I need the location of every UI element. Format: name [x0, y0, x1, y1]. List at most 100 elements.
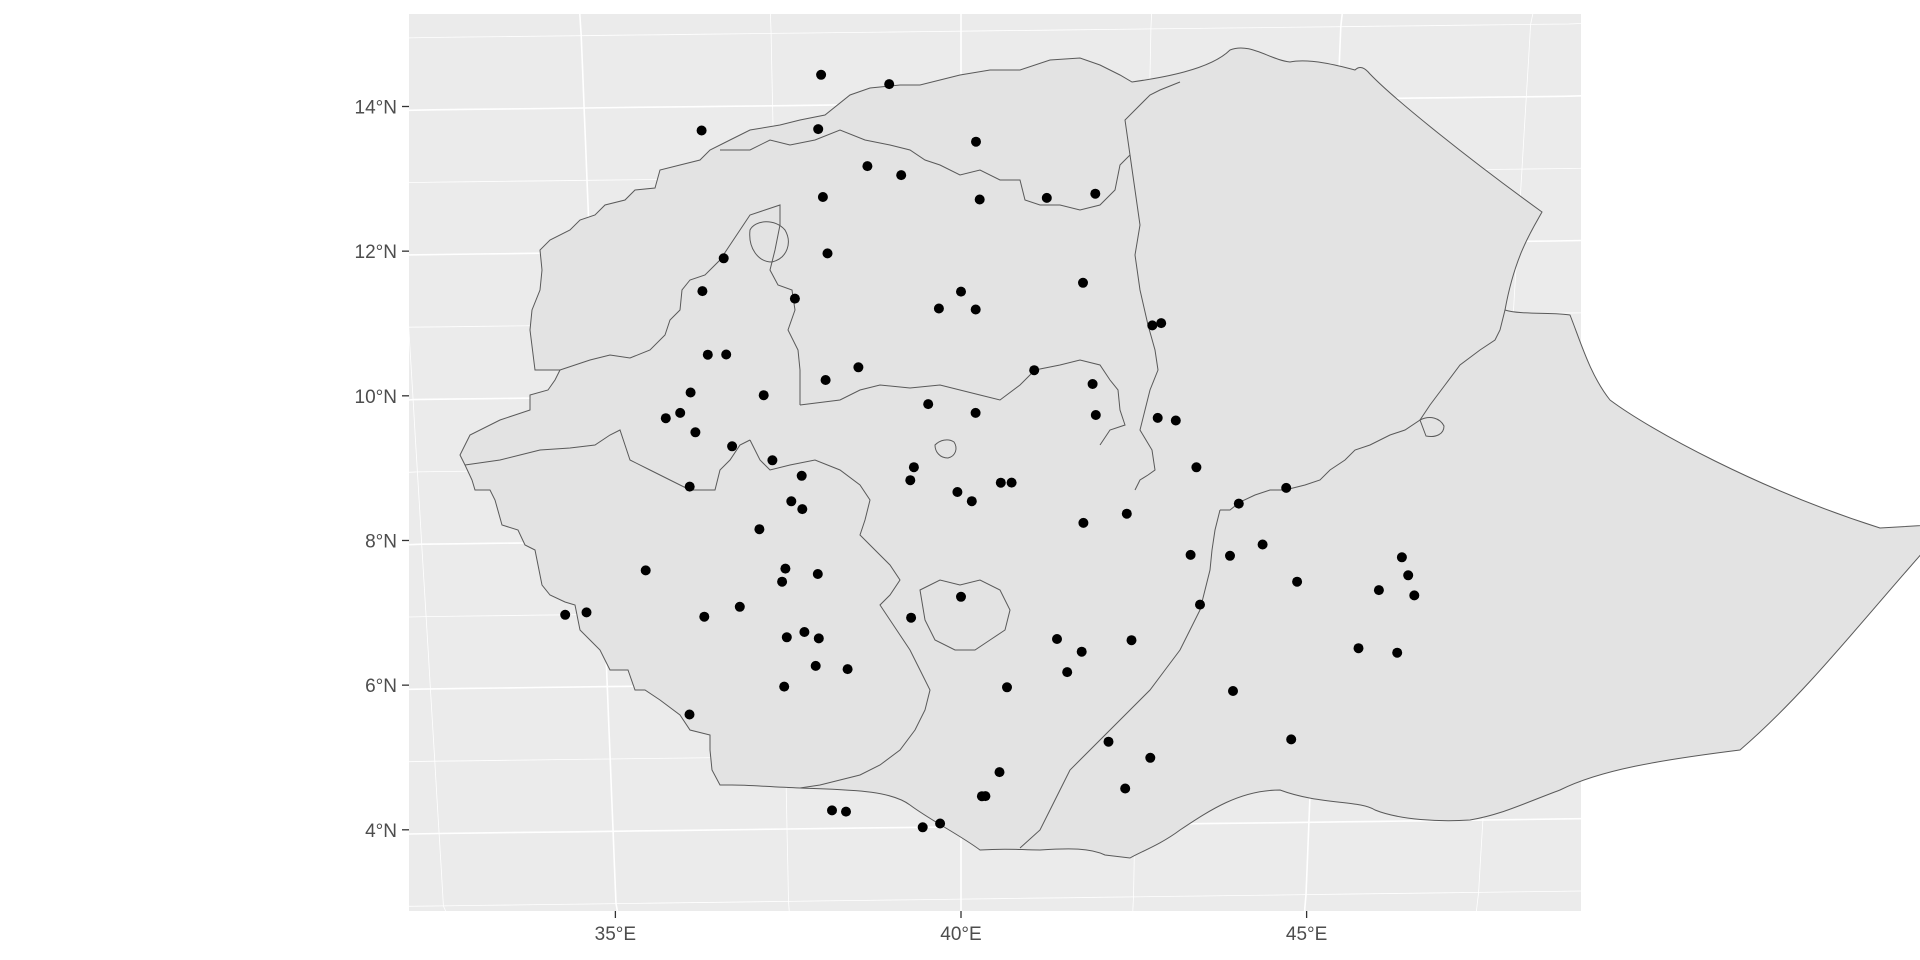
site-point-87 — [1002, 682, 1012, 693]
site-point-65 — [1292, 576, 1303, 587]
site-point-67 — [956, 591, 966, 602]
site-point-28 — [685, 387, 696, 398]
site-point-39 — [767, 455, 778, 466]
site-point-93 — [994, 767, 1005, 778]
site-point-74 — [906, 612, 917, 623]
site-point-50 — [966, 496, 977, 507]
site-point-84 — [842, 664, 853, 675]
site-point-64 — [1403, 570, 1414, 581]
site-point-10 — [1041, 192, 1052, 203]
oromia-south-border — [1019, 509, 1221, 849]
site-point-25 — [1029, 365, 1040, 376]
site-point-66 — [1373, 585, 1384, 596]
site-point-86 — [779, 681, 790, 692]
site-point-71 — [581, 607, 592, 618]
site-point-23 — [721, 349, 732, 360]
site-point-26 — [820, 375, 831, 385]
site-point-56 — [1257, 539, 1268, 550]
x-axis: 35°E 40°E 45°E — [595, 911, 1327, 945]
site-point-11 — [1090, 188, 1101, 199]
site-point-4 — [813, 124, 824, 135]
site-point-22 — [702, 349, 713, 360]
site-point-99 — [935, 818, 946, 829]
x-tick-label: 40°E — [940, 924, 981, 945]
x-tick-label: 35°E — [595, 924, 636, 945]
site-point-45 — [995, 477, 1006, 488]
site-point-12 — [718, 253, 729, 264]
site-point-91 — [1286, 734, 1297, 745]
site-point-30 — [923, 399, 934, 410]
site-point-62 — [812, 569, 823, 579]
site-point-5 — [971, 136, 981, 147]
site-point-6 — [862, 161, 873, 172]
tigray-border — [720, 81, 1181, 211]
site-point-60 — [640, 565, 651, 576]
y-tick-label: 14°N — [355, 98, 397, 119]
site-point-33 — [970, 407, 981, 418]
site-point-29 — [758, 390, 769, 401]
site-point-79 — [1126, 635, 1137, 646]
site-point-14 — [1078, 277, 1088, 288]
map-panel — [388, 13, 1920, 912]
site-point-81 — [1353, 643, 1364, 654]
site-point-98 — [841, 806, 851, 817]
site-point-34 — [1090, 410, 1101, 420]
site-point-46 — [1006, 477, 1017, 488]
site-point-13 — [822, 248, 833, 259]
site-point-36 — [1170, 415, 1181, 426]
site-point-100 — [917, 822, 928, 833]
site-point-31 — [675, 407, 686, 418]
site-point-35 — [1152, 412, 1163, 423]
site-point-3 — [696, 125, 707, 136]
site-point-92 — [1145, 752, 1156, 763]
site-point-77 — [813, 633, 824, 644]
site-point-57 — [1185, 549, 1196, 560]
snnp-border — [749, 439, 931, 789]
site-point-1 — [816, 69, 827, 80]
site-point-61 — [780, 563, 791, 574]
parallel-15-minor — [408, 23, 1582, 39]
site-point-69 — [734, 601, 745, 612]
y-tick-label: 6°N — [365, 676, 397, 697]
site-point-52 — [1233, 498, 1244, 509]
afar-somali-border — [1220, 309, 1506, 511]
site-point-89 — [684, 709, 695, 720]
site-point-43 — [905, 475, 916, 486]
site-point-38 — [727, 441, 738, 452]
site-point-53 — [1121, 508, 1132, 519]
y-tick-label: 10°N — [355, 387, 397, 408]
site-point-17 — [956, 286, 966, 297]
site-points — [560, 69, 1420, 833]
sidama-border — [919, 579, 1011, 651]
site-point-16 — [789, 293, 800, 304]
site-point-19 — [970, 304, 981, 315]
site-point-80 — [1076, 646, 1087, 657]
site-point-70 — [1195, 599, 1205, 610]
site-point-88 — [1228, 686, 1238, 696]
site-point-51 — [797, 504, 808, 515]
parallel-3-minor — [408, 890, 1582, 907]
site-point-15 — [697, 286, 708, 297]
site-point-47 — [952, 487, 963, 497]
site-point-63 — [777, 576, 788, 587]
site-point-21 — [1156, 318, 1167, 329]
site-point-44 — [684, 481, 695, 492]
site-point-85 — [1062, 667, 1073, 678]
site-point-96 — [980, 791, 991, 802]
site-point-8 — [817, 192, 828, 202]
y-tick-label: 4°N — [365, 821, 397, 842]
site-point-76 — [781, 632, 792, 643]
meridian-32.5-minor — [388, 13, 446, 912]
site-point-75 — [799, 627, 810, 637]
site-point-37 — [690, 427, 701, 438]
addis-ababa-enclave — [934, 439, 957, 459]
site-point-2 — [884, 79, 895, 90]
site-point-42 — [796, 470, 807, 481]
site-point-97 — [827, 805, 837, 816]
y-tick-label: 12°N — [355, 242, 397, 263]
gambela-border — [464, 429, 751, 491]
site-point-54 — [754, 524, 765, 535]
site-point-59 — [1396, 552, 1407, 563]
site-point-90 — [1103, 736, 1114, 747]
